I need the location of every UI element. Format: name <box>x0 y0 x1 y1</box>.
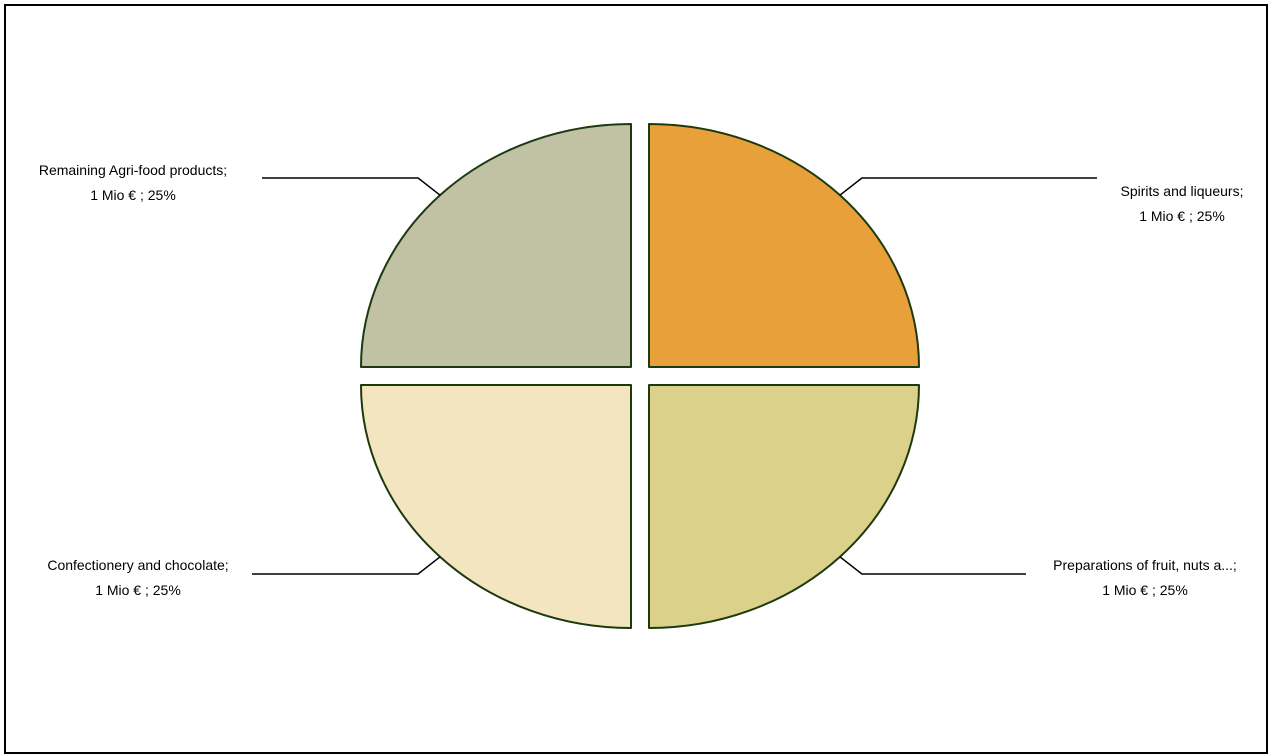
leader-lines <box>252 177 1097 575</box>
slice-value-label: 1 Mio € ; 25% <box>95 582 181 598</box>
pie-slice <box>360 123 632 368</box>
slice-value-label: 1 Mio € ; 25% <box>1139 208 1225 224</box>
leader-line <box>252 556 441 575</box>
slice-value-label: 1 Mio € ; 25% <box>90 187 176 203</box>
leader-line <box>839 556 1026 575</box>
leader-line <box>262 177 441 196</box>
leader-line <box>839 177 1097 196</box>
slice-category-label: Spirits and liqueurs; <box>1121 183 1244 199</box>
chart-frame <box>4 4 1268 754</box>
slice-value-label: 1 Mio € ; 25% <box>1102 582 1188 598</box>
slice-category-label: Confectionery and chocolate; <box>47 557 228 573</box>
pie-slice <box>360 384 632 629</box>
slice-category-label: Preparations of fruit, nuts a...; <box>1053 557 1237 573</box>
pie-slice <box>648 384 920 629</box>
pie-slices <box>360 123 920 629</box>
slice-category-label: Remaining Agri-food products; <box>39 162 227 178</box>
pie-slice <box>648 123 920 368</box>
slice-labels: Spirits and liqueurs; 1 Mio € ; 25% Prepar… <box>39 162 1244 598</box>
